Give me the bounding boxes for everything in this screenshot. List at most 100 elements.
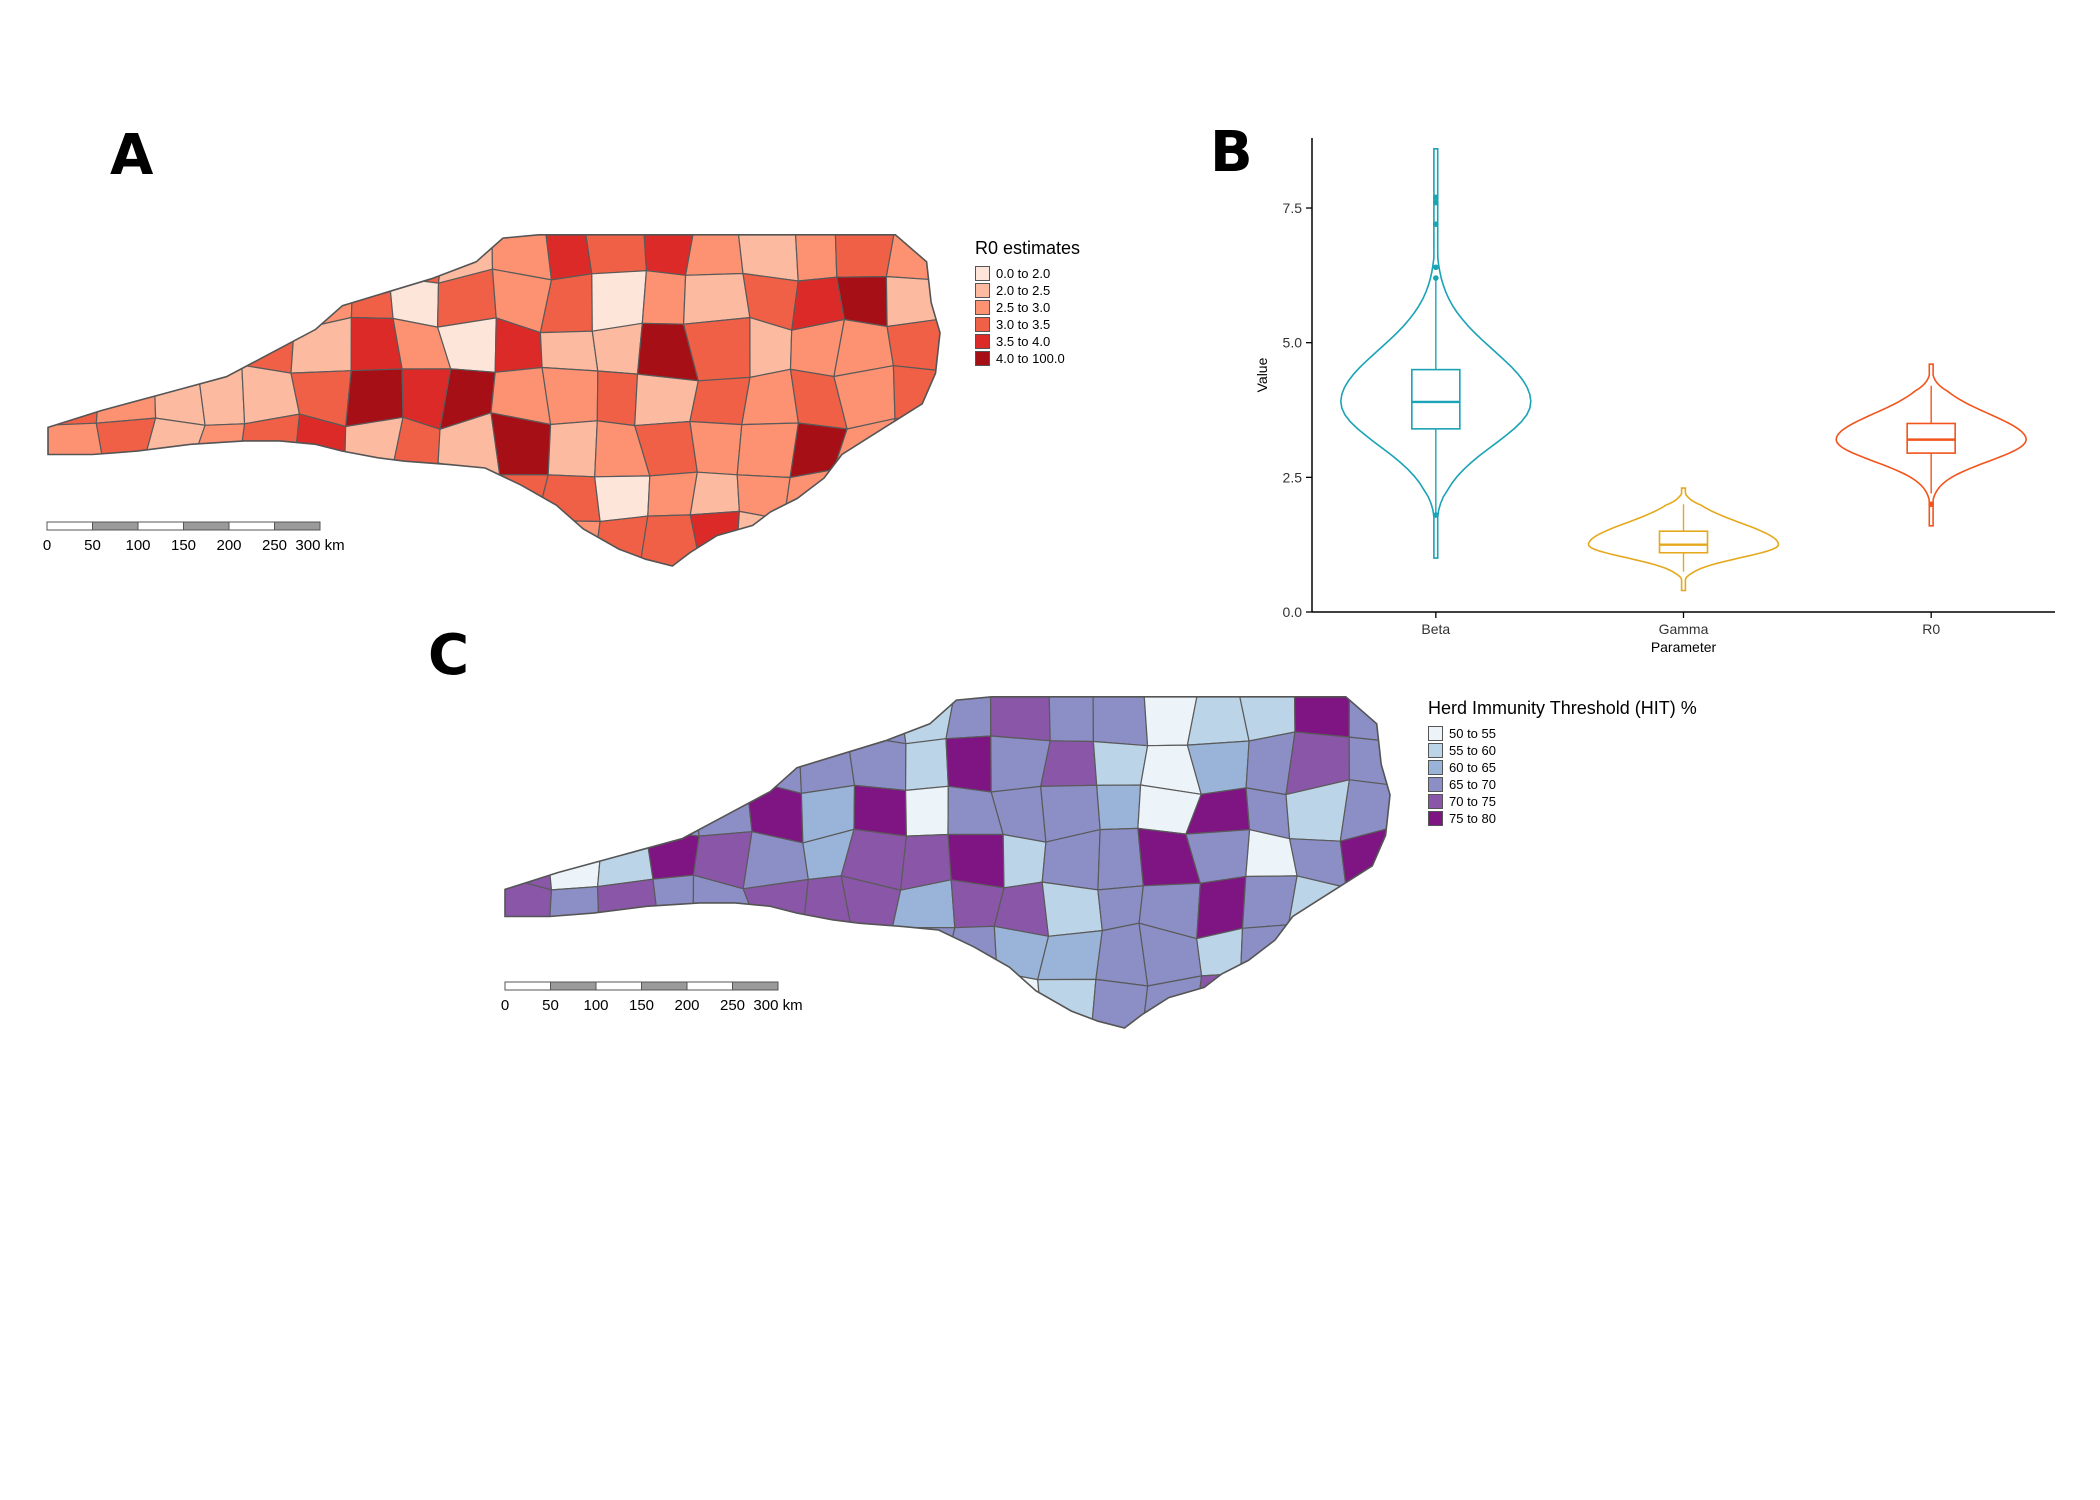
hit-legend-swatch (1428, 726, 1443, 741)
violin-beta (1339, 148, 1532, 559)
map-a-county (886, 318, 940, 372)
r0-legend-label: 3.0 to 3.5 (996, 317, 1051, 332)
outlier-point (1928, 501, 1934, 508)
r0-legend-row: 0.0 to 2.0 (975, 265, 1080, 282)
map-c-county (547, 885, 600, 938)
hit-legend-swatch (1428, 811, 1443, 826)
hit-legend-label: 70 to 75 (1449, 794, 1496, 809)
scalebar-c: 0 50 100 150 200 250 300 km (501, 981, 803, 1014)
map-c-county (1338, 878, 1390, 936)
hit-legend-swatch (1428, 760, 1443, 775)
map-c-state-outline (504, 695, 1391, 1029)
a-scale-label: 250 (262, 537, 287, 554)
panel-c-label: C (428, 623, 470, 688)
hit-legend-swatch (1428, 743, 1443, 758)
outlier-point (1433, 221, 1439, 227)
hit-legend-label: 60 to 65 (1449, 760, 1496, 775)
map-c-county (1039, 740, 1098, 788)
hit-legend-row: 55 to 60 (1428, 742, 1697, 759)
map-c-county (596, 829, 654, 888)
map-c-county (1041, 881, 1103, 937)
c-scale-segment (732, 981, 779, 991)
hit-legend-label: 75 to 80 (1449, 811, 1496, 826)
r0-legend-label: 3.5 to 4.0 (996, 334, 1051, 349)
map-c-county (644, 783, 700, 837)
hit-legend-label: 55 to 60 (1449, 743, 1496, 758)
map-a-state-outline (47, 234, 941, 567)
violin-gamma (1587, 487, 1780, 592)
legend-hit-title: Herd Immunity Threshold (HIT) % (1428, 698, 1697, 718)
y-tick-label: 0.0 (1283, 604, 1303, 620)
map-c-county (596, 878, 660, 932)
map-c-county (1348, 736, 1390, 786)
map-c-county (1092, 696, 1149, 747)
map-c-county (841, 696, 907, 745)
r0-legend-swatch (975, 351, 990, 366)
panel-a-label: A (110, 123, 154, 188)
hit-legend-row: 50 to 55 (1428, 725, 1697, 742)
r0-legend-row: 3.5 to 4.0 (975, 333, 1080, 350)
r0-legend-row: 2.5 to 3.0 (975, 299, 1080, 316)
x-tick-label: R0 (1922, 621, 1940, 637)
map-c-county (1090, 978, 1149, 1028)
r0-legend-row: 3.0 to 3.5 (975, 316, 1080, 333)
hit-legend-label: 50 to 55 (1449, 726, 1496, 741)
legend-hit: Herd Immunity Threshold (HIT) % 50 to 55… (1428, 698, 1697, 827)
map-c-county (745, 741, 803, 795)
box-beta (1411, 368, 1461, 430)
r0-legend-swatch (975, 283, 990, 298)
map-c-county (853, 784, 908, 837)
panel-b-label: B (1210, 120, 1253, 185)
map-c-county (1097, 827, 1144, 891)
r0-legend-row: 4.0 to 100.0 (975, 350, 1080, 367)
hit-legend-row: 70 to 75 (1428, 793, 1697, 810)
outlier-point (1433, 275, 1439, 281)
scalebar-a: 0 50 100 150 200 250 300 km (43, 521, 345, 554)
a-scale-label: 100 (125, 537, 150, 554)
outlier-point (1433, 194, 1439, 201)
a-scale-segment (274, 521, 321, 531)
r0-legend-swatch (975, 317, 990, 332)
box-r0 (1906, 422, 1956, 454)
map-c-county (904, 785, 949, 837)
r0-legend-label: 0.0 to 2.0 (996, 266, 1051, 281)
outlier-point (1433, 264, 1439, 271)
r0-legend-label: 4.0 to 100.0 (996, 351, 1065, 366)
c-scale-segment (641, 981, 688, 991)
map-c-county (1048, 696, 1095, 743)
c-scale-label: 50 (542, 997, 559, 1014)
map-c-county (1348, 696, 1390, 743)
map-c-county (1096, 784, 1142, 831)
map-c-county (996, 971, 1043, 1028)
a-scale-label: 150 (171, 537, 196, 554)
y-axis-title: Value (1254, 357, 1270, 392)
map-c-county (989, 696, 1051, 742)
hit-legend-row: 75 to 80 (1428, 810, 1697, 827)
hit-legend-swatch (1428, 777, 1443, 792)
map-c-county (1092, 740, 1149, 786)
map-c-county (1037, 978, 1097, 1028)
map-a-county (885, 275, 940, 328)
hit-legend-label: 65 to 70 (1449, 777, 1496, 792)
c-scale-label: 300 km (753, 997, 802, 1014)
a-scale-label: 200 (216, 537, 241, 554)
y-tick-label: 5.0 (1283, 335, 1303, 351)
r0-legend-row: 2.0 to 2.5 (975, 282, 1080, 299)
map-c-county (945, 735, 992, 793)
c-scale-segment (504, 981, 551, 991)
outlier-point (1433, 199, 1439, 206)
map-c-county (947, 833, 1005, 889)
map-c-county (1194, 972, 1243, 1028)
hit-legend-row: 65 to 70 (1428, 776, 1697, 793)
a-scale-label: 50 (84, 537, 101, 554)
map-c-county (1339, 779, 1390, 843)
c-scale-label: 0 (501, 997, 509, 1014)
hit-legend-swatch (1428, 794, 1443, 809)
x-axis-title: Parameter (1651, 639, 1717, 655)
a-scale-label: 300 km (295, 537, 344, 554)
c-scale-label: 200 (674, 997, 699, 1014)
box-gamma (1658, 530, 1709, 554)
